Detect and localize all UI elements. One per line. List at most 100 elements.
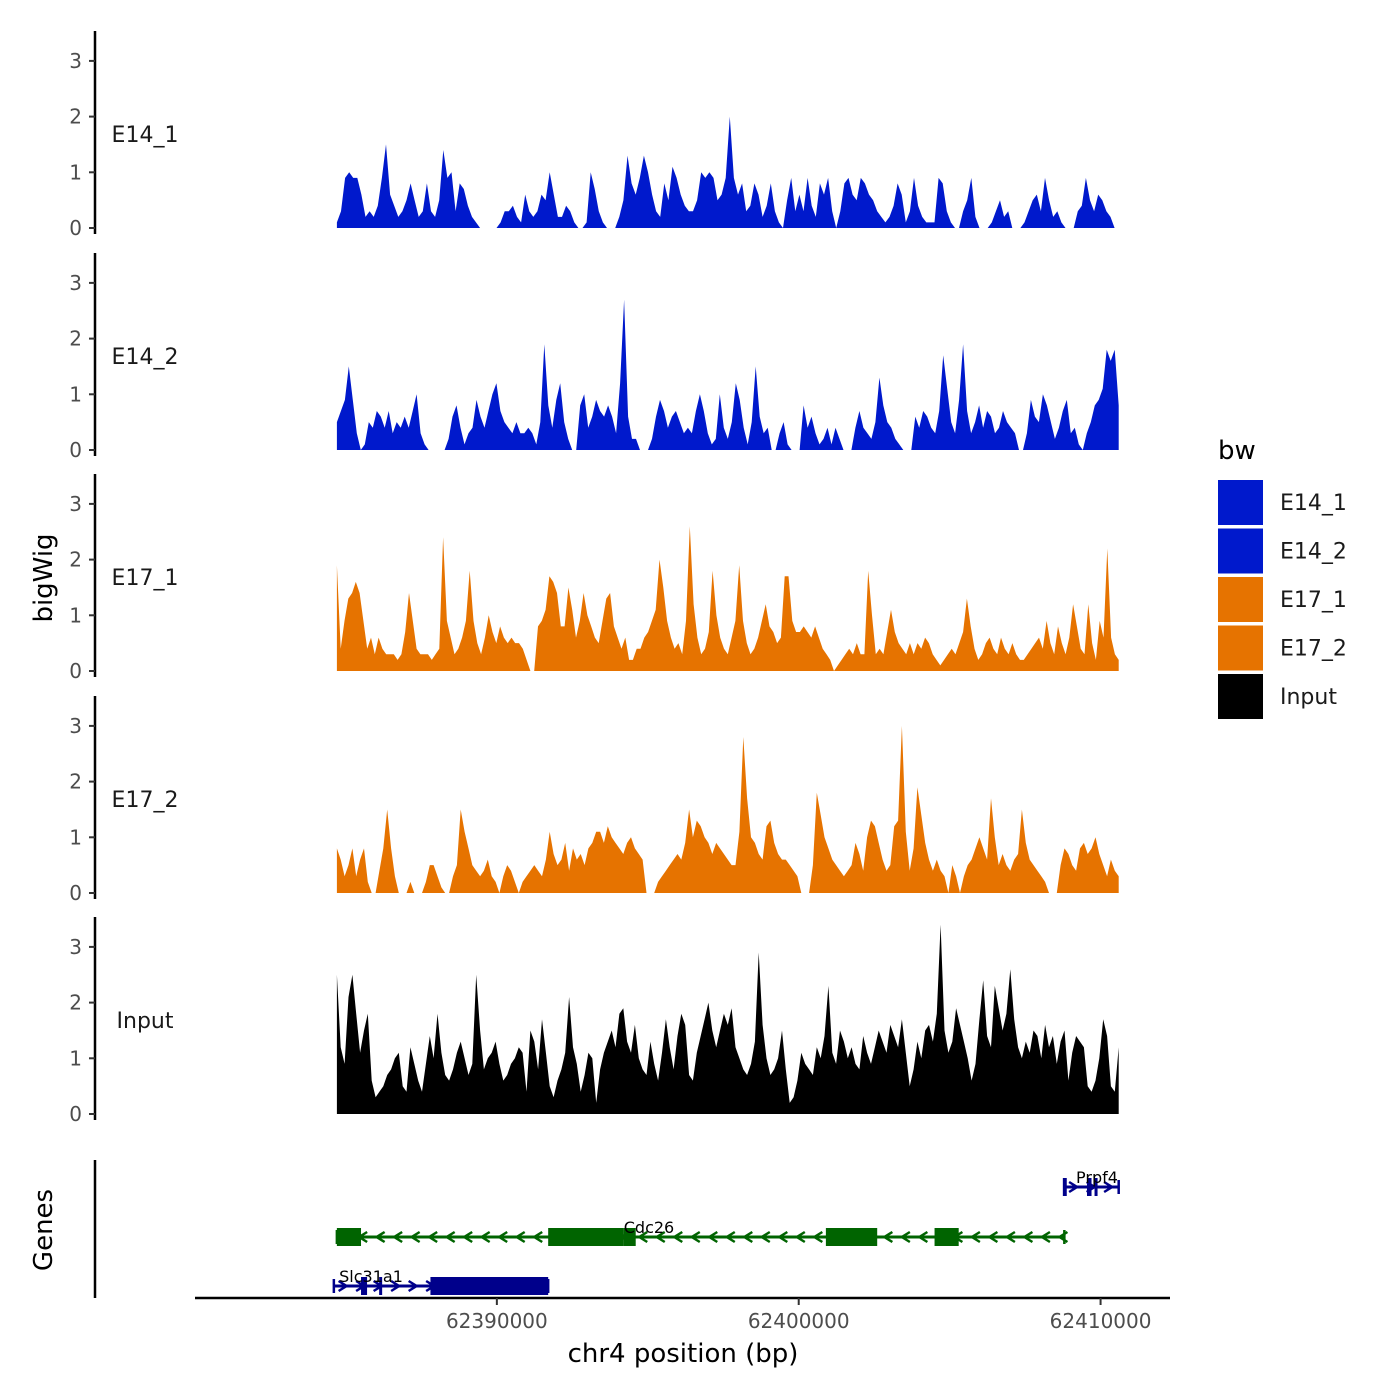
y-tick-label: 1 [69, 825, 82, 849]
strand-chevron [1004, 1230, 1016, 1244]
strand-chevron [391, 1230, 403, 1244]
legend-label-E17_1: E17_1 [1280, 588, 1347, 613]
exon [1086, 1178, 1092, 1196]
y-tick-label: 1 [69, 603, 82, 627]
y-tick-label: 2 [69, 991, 82, 1015]
legend-swatch-E17_2 [1218, 625, 1263, 671]
y-tick-label: 1 [69, 1046, 82, 1070]
exon [336, 1228, 362, 1246]
track-E14_1: 0 1 2 3 E14_1 [69, 31, 1119, 240]
track-E17_1: 0 1 2 3 E17_1 [69, 474, 1119, 683]
x-axis: 62390000 62400000 62410000 [195, 1296, 1170, 1333]
y-tick-label: 3 [69, 492, 82, 516]
strand-chevron [1068, 1180, 1080, 1194]
legend-swatch-Input [1218, 674, 1263, 719]
legend-label-Input: Input [1280, 685, 1337, 710]
exon [1094, 1178, 1098, 1196]
exon [623, 1228, 636, 1246]
strand-chevron [407, 1279, 419, 1293]
strand-chevron [337, 1279, 349, 1293]
strand-chevron [671, 1230, 683, 1244]
gene-label: Prpf4 [1076, 1168, 1118, 1187]
signal-area-E17_1 [336, 526, 1119, 671]
y-tick-label: 2 [69, 327, 82, 351]
strand-chevron [390, 1279, 402, 1293]
gene-Cdc26: Cdc26 [335, 1218, 1069, 1246]
strand-chevron [426, 1230, 438, 1244]
strand-chevron [636, 1230, 648, 1244]
x-tick-label: 62400000 [748, 1309, 850, 1333]
strand-chevron [759, 1230, 771, 1244]
y-tick-label: 0 [69, 1102, 82, 1126]
legend-label-E14_2: E14_2 [1280, 540, 1347, 565]
strand-chevron [374, 1230, 386, 1244]
y-tick-label: 1 [69, 160, 82, 184]
exon [548, 1228, 624, 1246]
strand-chevron [1057, 1230, 1069, 1244]
x-tick-label: 62390000 [446, 1309, 548, 1333]
y-tick-label: 2 [69, 548, 82, 572]
signal-area-E14_1 [336, 116, 1119, 228]
y-tick-label: 3 [69, 49, 82, 73]
strand-chevron [444, 1230, 456, 1244]
exon [825, 1228, 878, 1246]
signal-area-E14_2 [336, 299, 1119, 450]
y-tick-label: 2 [69, 770, 82, 794]
strand-chevron [409, 1230, 421, 1244]
exon [361, 1277, 368, 1295]
legend-swatch-E17_1 [1218, 577, 1263, 622]
signal-area-E17_2 [336, 725, 1119, 893]
y-tick-label: 0 [69, 881, 82, 905]
gene-Slc31a1: Slc31a1 [332, 1267, 550, 1295]
bigwig-tracks: 0 1 2 3 E14_1 0 1 2 3 E14_2 0 1 2 3 E17_1 0 1 2 3 E17_2 0 1 2 3… [69, 31, 1119, 1126]
legend-swatch-E14_1 [1218, 480, 1263, 525]
y-tick-label: 0 [69, 216, 82, 240]
strand-chevron [1039, 1230, 1051, 1244]
track-Input: 0 1 2 3 Input [69, 917, 1119, 1126]
exon [379, 1277, 383, 1295]
strand-chevron [689, 1230, 701, 1244]
track-E17_2: 0 1 2 3 E17_2 [69, 696, 1119, 905]
gene-label: Slc31a1 [339, 1267, 403, 1286]
exon [934, 1228, 959, 1246]
y-tick-label: 0 [69, 659, 82, 683]
strand-chevron [776, 1230, 788, 1244]
legend-swatch-E14_2 [1218, 528, 1263, 574]
strand-chevron [514, 1230, 526, 1244]
track-E14_2: 0 1 2 3 E14_2 [69, 253, 1119, 462]
track-label: Input [117, 1009, 174, 1034]
y-tick-label: 3 [69, 271, 82, 295]
gene-track: Prpf4 Cdc26 Slc31a1 [93, 1160, 1120, 1298]
gene-Prpf4: Prpf4 [1062, 1168, 1120, 1196]
legend-title: bw [1218, 436, 1256, 466]
strand-chevron [741, 1230, 753, 1244]
legend-label-E17_2: E17_2 [1280, 637, 1347, 662]
genes-axis-title: Genes [29, 1189, 59, 1271]
y-tick-label: 0 [69, 438, 82, 462]
x-tick-label: 62410000 [1050, 1309, 1152, 1333]
strand-chevron [531, 1230, 543, 1244]
y-tick-label: 2 [69, 105, 82, 129]
strand-chevron [461, 1230, 473, 1244]
strand-chevron [1103, 1180, 1115, 1194]
strand-chevron [706, 1230, 718, 1244]
y-tick-label: 3 [69, 714, 82, 738]
strand-chevron [479, 1230, 491, 1244]
track-label: E14_1 [112, 123, 179, 148]
strand-chevron [811, 1230, 823, 1244]
strand-chevron [496, 1230, 508, 1244]
exon [1062, 1178, 1067, 1196]
strand-chevron [882, 1230, 894, 1244]
strand-chevron [1022, 1230, 1034, 1244]
track-label: E14_2 [112, 345, 179, 370]
track-label: E17_2 [112, 788, 179, 813]
y-tick-label: 3 [69, 935, 82, 959]
exon [430, 1277, 549, 1295]
track-label: E17_1 [112, 566, 179, 591]
legend-label-E14_1: E14_1 [1280, 491, 1347, 516]
y-axis-title: bigWig [29, 533, 59, 622]
strand-chevron [794, 1230, 806, 1244]
x-axis-title: chr4 position (bp) [568, 1339, 799, 1369]
signal-area-Input [336, 924, 1119, 1114]
